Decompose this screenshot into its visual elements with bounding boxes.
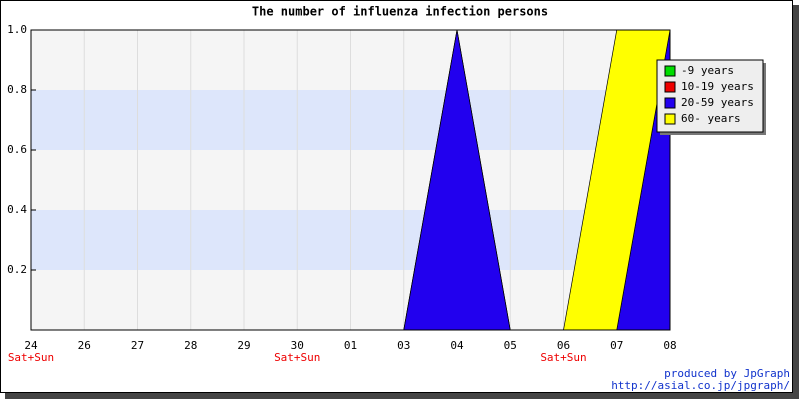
legend-swatch [664,113,676,125]
x-tick-label: 24 [24,339,38,352]
x-tick-label: 04 [450,339,464,352]
y-tick-label: 0.4 [7,203,27,216]
y-tick-label: 1.0 [7,23,27,36]
credit: produced by JpGraph [664,367,790,380]
x-tick-label: 26 [78,339,91,352]
plot-border [30,29,671,331]
x-sublabel: Sat+Sun [274,351,320,364]
x-tick-label: 01 [344,339,357,352]
x-tick-label: 06 [557,339,570,352]
chart-title: The number of influenza infection person… [252,5,548,19]
x-tick-label: 29 [237,339,250,352]
x-tick-label: 30 [291,339,304,352]
x-tick-label: 07 [610,339,623,352]
legend-swatch [664,81,676,93]
y-tick-label: 0.2 [7,263,27,276]
x-tick-label: 27 [131,339,144,352]
x-sublabel: Sat+Sun [540,351,586,364]
x-tick-label: 03 [397,339,410,352]
x-tick-label: 28 [184,339,197,352]
legend-label: 60- years [681,112,741,125]
legend-swatch [664,97,676,109]
legend-label: 10-19 years [681,80,754,93]
y-tick-label: 0.6 [7,143,27,156]
legend-swatch [664,65,676,77]
legend-label: -9 years [681,64,734,77]
x-sublabel: Sat+Sun [8,351,54,364]
x-tick-label: 08 [663,339,676,352]
y-tick-label: 0.8 [7,83,27,96]
legend-label: 20-59 years [681,96,754,109]
credit: http://asial.co.jp/jpgraph/ [611,379,790,392]
x-tick-label: 05 [504,339,517,352]
